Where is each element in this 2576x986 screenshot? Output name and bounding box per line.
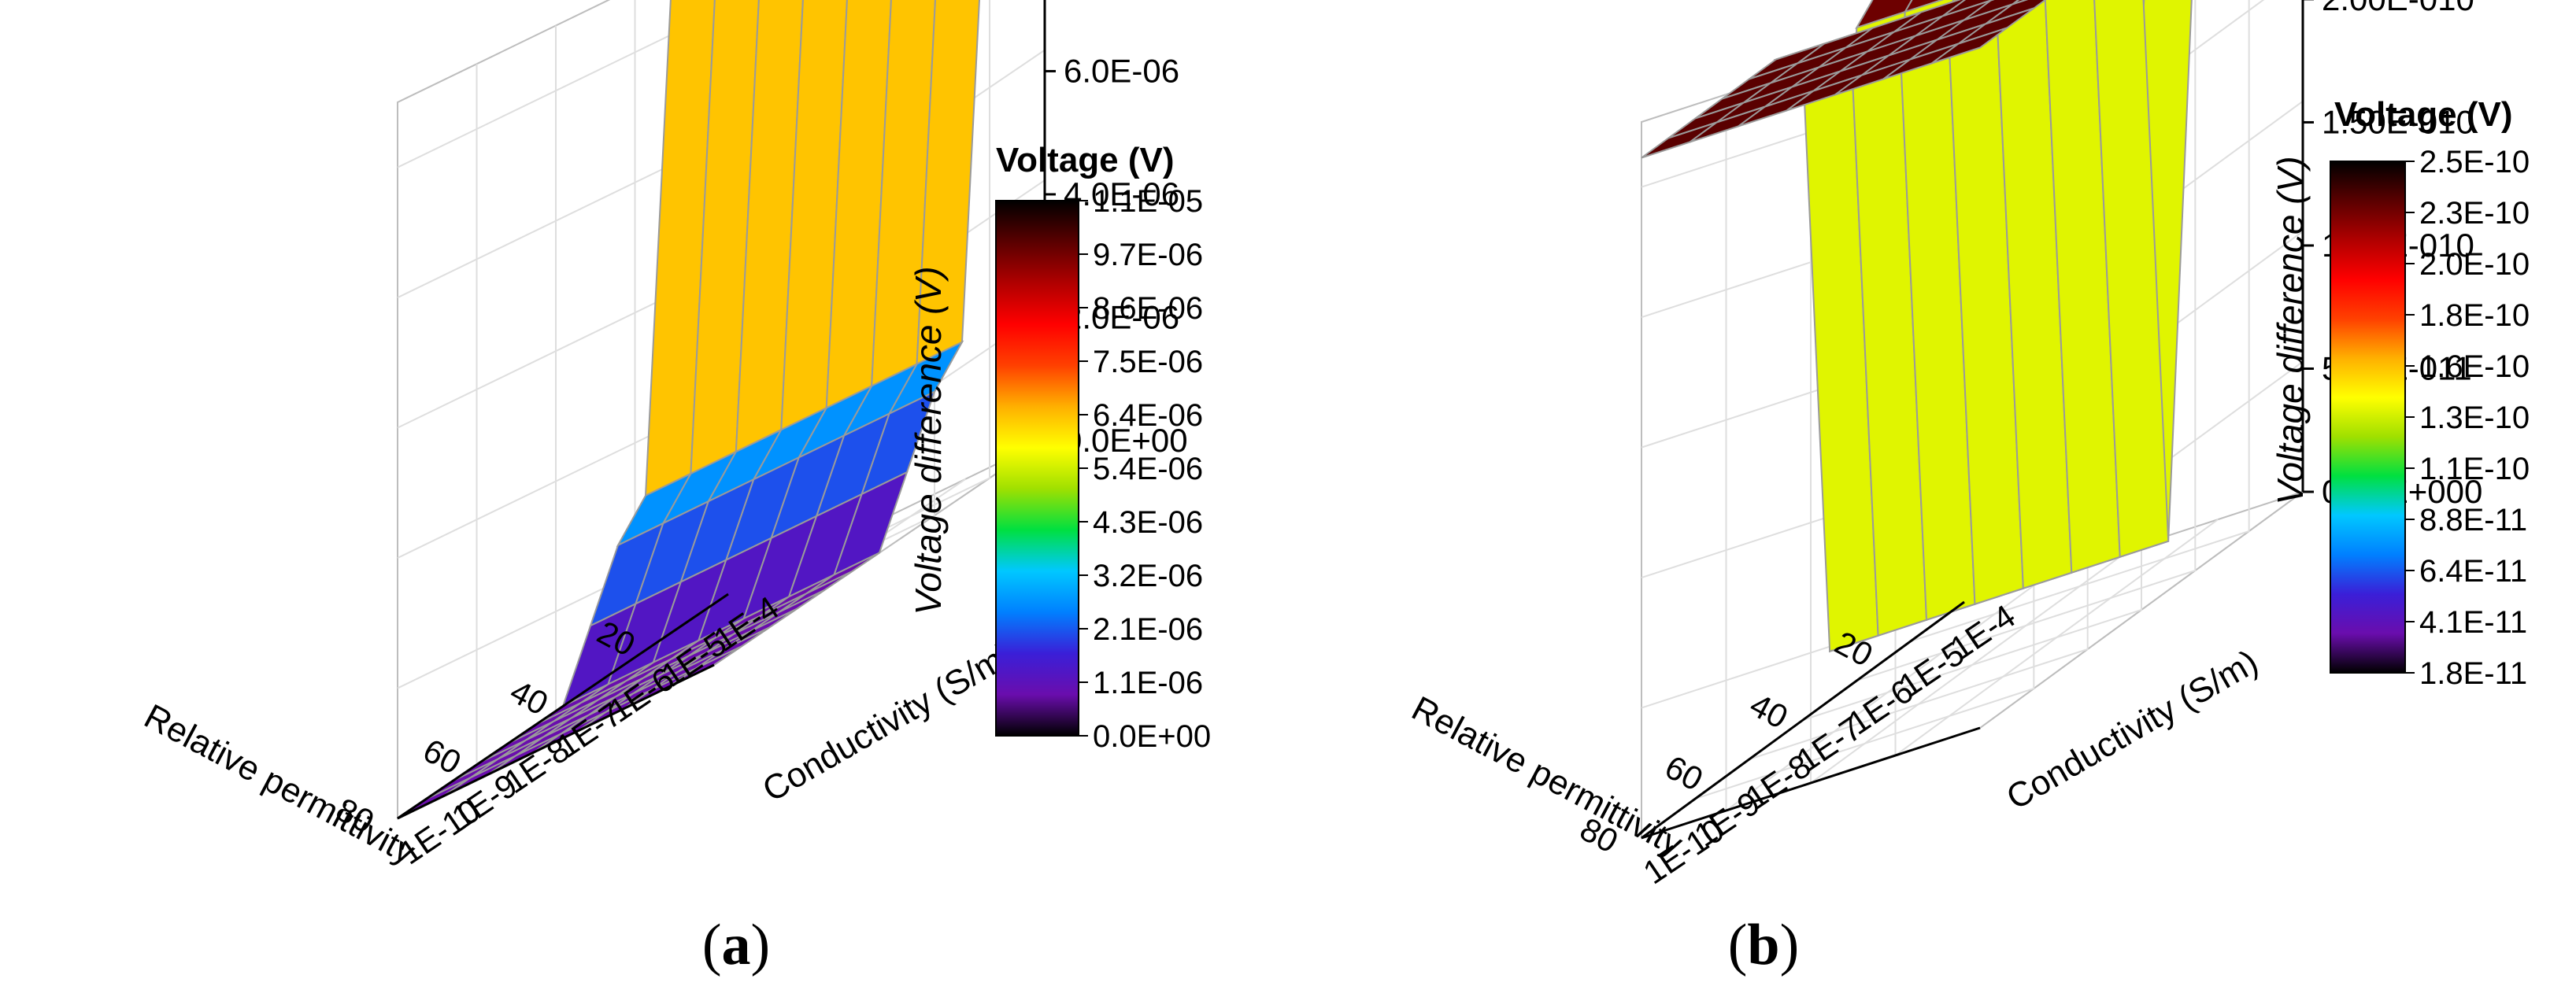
- colorbar-label: 2.1E-06: [1093, 612, 1203, 647]
- z-tick-label: 2.0E-06: [1064, 298, 1179, 335]
- colorbar-label: 1.1E-06: [1093, 666, 1203, 700]
- panel-label: (b): [1728, 913, 1799, 977]
- y-axis-title: Conductivity (S/m): [757, 635, 1021, 810]
- colorbar-label: 2.0E-10: [2419, 247, 2530, 282]
- gridline-y: [1910, 0, 2250, 642]
- surface: [1641, 0, 2193, 653]
- colorbar-gradient: [2330, 161, 2406, 674]
- colorbar-label: 8.8E-11: [2419, 503, 2527, 537]
- chart-panel-b: 806040201E-101E-91E-81E-71E-61E-51E-40.0…: [1405, 0, 2530, 977]
- colorbar-label: 1.3E-10: [2419, 401, 2530, 435]
- z-axis-title: Voltage difference (V): [908, 266, 949, 615]
- colorbar-label: 8.6E-06: [1093, 291, 1203, 326]
- colorbar-label: 1.6E-10: [2419, 349, 2530, 384]
- colorbar-title: Voltage (V): [2334, 95, 2513, 134]
- surface-cell: [1930, 27, 2008, 65]
- colorbar-label: 4.1E-11: [2419, 605, 2527, 640]
- colorbar-label: 3.2E-06: [1093, 559, 1203, 593]
- colorbar-label: 7.5E-06: [1093, 345, 1203, 379]
- surface-cell: [2093, 0, 2170, 559]
- colorbar-label: 4.3E-06: [1093, 505, 1203, 540]
- panel-label: (a): [702, 913, 770, 977]
- z-tick-label: 2.00E-010: [2322, 0, 2474, 17]
- z-tick-label: 6.0E-06: [1064, 52, 1179, 89]
- gridline-y: [1856, 0, 2197, 681]
- colorbar-label: 1.1E-05: [1093, 184, 1203, 219]
- chart-panel-a: 806040201E-101E-91E-81E-71E-61E-51E-40.0…: [138, 0, 1211, 977]
- colorbar: Voltage (V) 1.1E-05 9.7E-06 8.6E-06 7.5E-06 6…: [995, 141, 1211, 754]
- colorbar-gradient: [995, 200, 1079, 737]
- z-tick-label: 1.50E-010: [2322, 103, 2474, 140]
- x-axis-title: Relative permittivity: [138, 697, 421, 872]
- z-axis-title: Voltage difference (V): [2270, 156, 2311, 504]
- colorbar-label: 9.7E-06: [1093, 238, 1203, 272]
- colorbar-label: 6.4E-11: [2419, 554, 2527, 589]
- colorbar-label: 1.8E-10: [2419, 298, 2530, 333]
- colorbar: Voltage (V) 2.5E-10 2.3E-10 2.0E-10 1.8E-10 1…: [2330, 95, 2530, 691]
- axis-permittivity: [397, 593, 729, 820]
- colorbar-label: 0.0E+00: [1093, 719, 1211, 754]
- axis-permittivity: [1641, 600, 1965, 840]
- colorbar-label: 2.3E-10: [2419, 196, 2530, 231]
- z-tick-label: 0.0E+00: [1064, 422, 1188, 459]
- colorbar-label: 5.4E-06: [1093, 452, 1203, 486]
- colorbar-label: 1.1E-10: [2419, 452, 2530, 486]
- axis-conductivity: [397, 663, 715, 820]
- colorbar-label: 2.5E-10: [2419, 145, 2530, 179]
- axis-conductivity: [1641, 726, 1981, 840]
- z-tick-label: 4.0E-06: [1064, 175, 1179, 212]
- colorbar-label: 6.4E-06: [1093, 398, 1203, 433]
- colorbar-label: 1.8E-11: [2419, 656, 2527, 691]
- colorbar-title: Voltage (V): [996, 141, 1175, 179]
- surface: [397, 0, 980, 819]
